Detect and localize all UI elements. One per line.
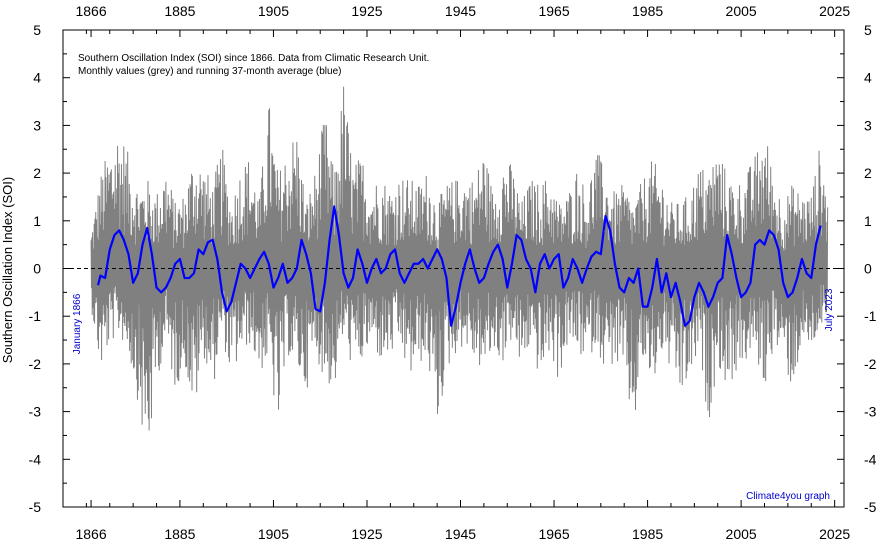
x-tick-label-bottom: 1925 bbox=[351, 526, 382, 542]
y-axis-right: -5 -4 -3 -2 -1 0 1 2 3 4 5 bbox=[837, 22, 877, 515]
y-tick-label-left: 0 bbox=[33, 261, 41, 277]
y-tick-label-right: -1 bbox=[864, 308, 877, 324]
y-axis-label: Southern Oscillation Index (SOI) bbox=[0, 177, 15, 363]
y-tick-label-left: -3 bbox=[29, 404, 42, 420]
y-tick-label-right: -4 bbox=[864, 451, 877, 467]
x-tick-label-top: 2005 bbox=[726, 3, 757, 19]
x-tick-label-bottom: 1866 bbox=[75, 526, 106, 542]
y-tick-label-right: 1 bbox=[864, 213, 872, 229]
y-tick-label-left: -2 bbox=[29, 356, 42, 372]
y-tick-label-right: 5 bbox=[864, 22, 872, 38]
y-tick-label-right: 4 bbox=[864, 70, 872, 86]
x-tick-label-bottom: 1965 bbox=[538, 526, 569, 542]
y-tick-label-left: 1 bbox=[33, 213, 41, 229]
y-tick-label-right: 0 bbox=[864, 261, 872, 277]
x-tick-label-top: 1985 bbox=[632, 3, 663, 19]
x-tick-label-top: 1885 bbox=[164, 3, 195, 19]
x-tick-label-bottom: 2025 bbox=[819, 526, 850, 542]
monthly-values-line bbox=[90, 86, 829, 431]
y-tick-label-left: -1 bbox=[29, 308, 42, 324]
chart-note-line-2: Monthly values (grey) and running 37-mon… bbox=[78, 66, 341, 77]
y-tick-label-right: 2 bbox=[864, 165, 872, 181]
y-tick-label-right: -5 bbox=[864, 499, 877, 515]
y-axis-left: -5 -4 -3 -2 -1 0 1 2 3 4 5 bbox=[29, 22, 70, 515]
y-tick-label-left: 5 bbox=[33, 22, 41, 38]
y-tick-label-left: -5 bbox=[29, 499, 42, 515]
y-tick-label-left: 3 bbox=[33, 117, 41, 133]
credit-label: Climate4you graph bbox=[746, 491, 830, 502]
x-tick-label-top: 1945 bbox=[445, 3, 476, 19]
y-tick-label-right: 3 bbox=[864, 117, 872, 133]
x-tick-label-bottom: 1885 bbox=[164, 526, 195, 542]
y-tick-label-left: 2 bbox=[33, 165, 41, 181]
y-tick-label-left: -4 bbox=[29, 451, 42, 467]
average-series-line bbox=[97, 205, 822, 327]
chart-note-line-1: Southern Oscillation Index (SOI) since 1… bbox=[78, 53, 429, 64]
y-tick-label-right: -2 bbox=[864, 356, 877, 372]
x-tick-label-bottom: 1905 bbox=[258, 526, 289, 542]
x-tick-label-bottom: 2005 bbox=[726, 526, 757, 542]
monthly-series bbox=[90, 86, 829, 431]
x-tick-label-top: 1866 bbox=[75, 3, 106, 19]
x-tick-label-bottom: 1985 bbox=[632, 526, 663, 542]
x-axis-top: 1866 1885 1905 1925 1945 1965 1985 2005 2025 bbox=[62, 3, 850, 37]
x-tick-label-top: 1905 bbox=[258, 3, 289, 19]
end-date-label: July 2023 bbox=[824, 288, 835, 331]
start-date-label: January 1866 bbox=[72, 293, 83, 354]
x-tick-label-top: 2025 bbox=[819, 3, 850, 19]
y-tick-label-left: 4 bbox=[33, 70, 41, 86]
x-tick-label-top: 1925 bbox=[351, 3, 382, 19]
x-axis-bottom: 1866 1885 1905 1925 1945 1965 1985 2005 2025 bbox=[62, 500, 850, 542]
x-tick-label-top: 1965 bbox=[538, 3, 569, 19]
y-tick-label-right: -3 bbox=[864, 404, 877, 420]
x-tick-label-bottom: 1945 bbox=[445, 526, 476, 542]
